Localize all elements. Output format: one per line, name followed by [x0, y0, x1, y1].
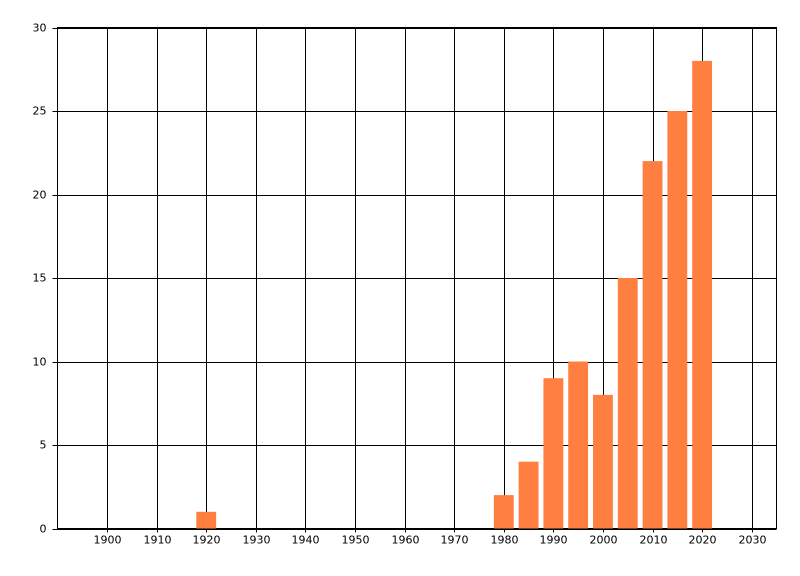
x-tick-label: 1940: [292, 534, 320, 547]
bar: [692, 60, 713, 529]
x-tick-label: 1960: [392, 534, 420, 547]
bar: [593, 394, 613, 529]
y-tick-label: 25: [33, 105, 47, 118]
x-tick-label: 1950: [342, 534, 370, 547]
y-tick-label: 5: [40, 439, 47, 452]
bar: [642, 161, 663, 529]
bar: [568, 361, 589, 529]
x-tick-label: 2030: [739, 534, 767, 547]
plot-frame: [57, 27, 777, 529]
bar: [667, 111, 688, 529]
y-tick-label: 30: [33, 22, 47, 35]
x-tick-label: 1900: [94, 534, 122, 547]
y-tick-label: 15: [33, 272, 47, 285]
y-tick-label: 0: [40, 523, 47, 536]
x-tick-label: 1920: [193, 534, 221, 547]
bar: [493, 495, 514, 529]
x-tick-label: 1930: [243, 534, 271, 547]
bar: [617, 278, 638, 529]
x-tick-label: 2020: [689, 534, 717, 547]
y-tick-label: 20: [33, 189, 47, 202]
x-tick-label: 2000: [590, 534, 618, 547]
bar: [543, 378, 564, 529]
bar: [518, 461, 539, 529]
bar: [196, 511, 217, 529]
x-tick-label: 1980: [491, 534, 519, 547]
x-tick-label: 2010: [640, 534, 668, 547]
x-tick-label: 1970: [441, 534, 469, 547]
x-tick-label: 1910: [144, 534, 172, 547]
x-tick-label: 1990: [540, 534, 568, 547]
y-tick-label: 10: [33, 356, 47, 369]
